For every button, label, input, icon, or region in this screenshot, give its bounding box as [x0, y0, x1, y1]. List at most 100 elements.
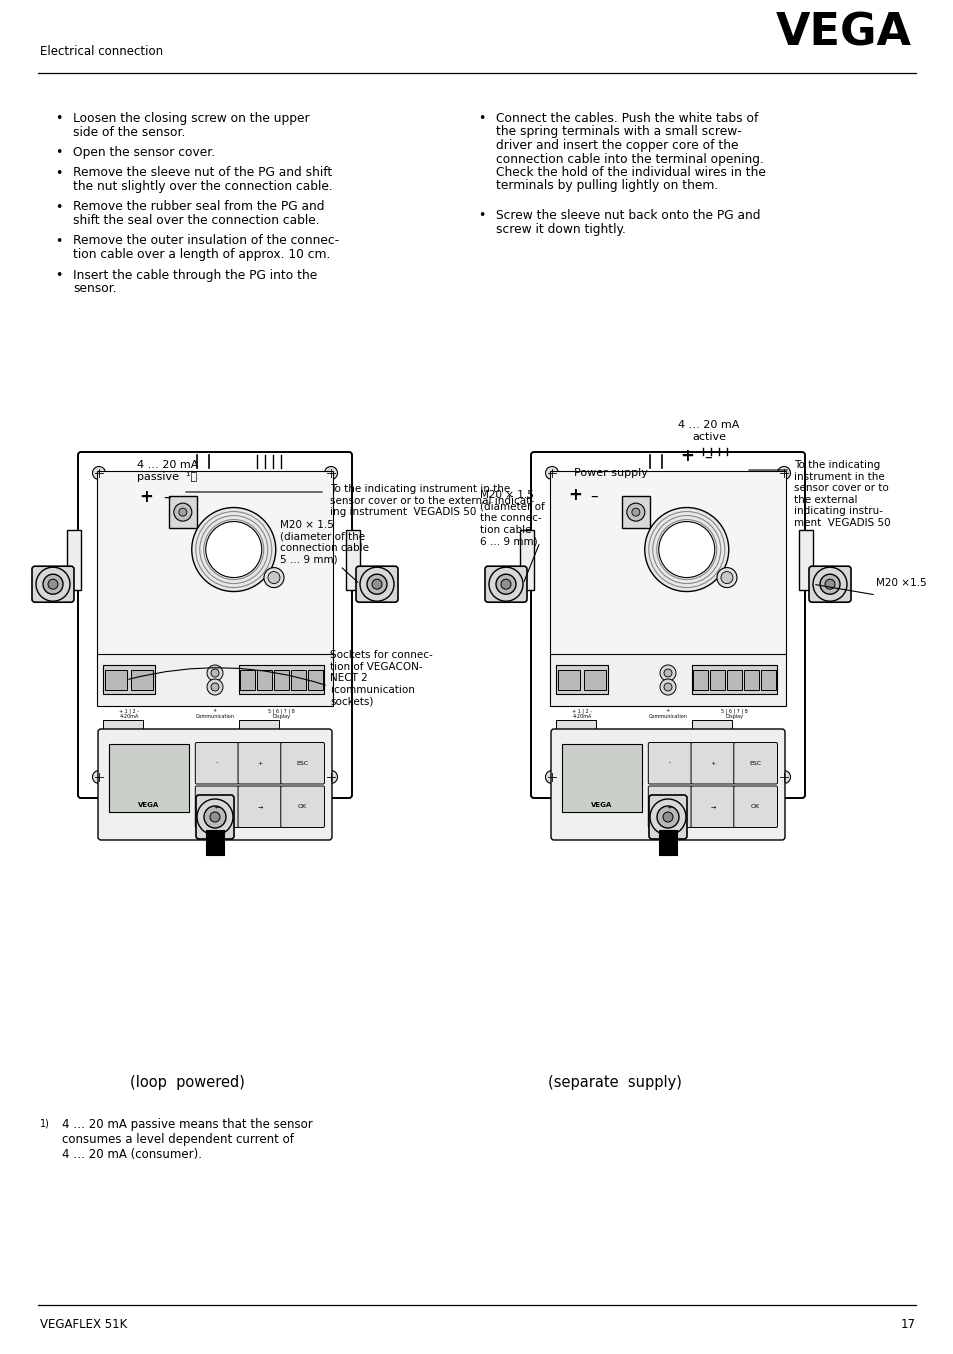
Circle shape	[777, 467, 790, 479]
Text: •: •	[55, 167, 62, 180]
Bar	[760, 670, 775, 689]
Text: 1): 1)	[40, 1118, 50, 1128]
Circle shape	[207, 678, 223, 695]
Text: Power supply: Power supply	[574, 468, 647, 478]
Bar	[103, 720, 143, 730]
FancyBboxPatch shape	[551, 728, 784, 839]
FancyBboxPatch shape	[648, 787, 691, 827]
Text: •: •	[477, 209, 485, 222]
Bar	[131, 670, 152, 689]
Text: OK: OK	[750, 804, 760, 810]
Text: Electrical connection: Electrical connection	[40, 45, 163, 58]
Circle shape	[92, 467, 106, 479]
Text: Check the hold of the individual wires in the: Check the hold of the individual wires i…	[496, 167, 765, 179]
Text: 4 … 20 mA: 4 … 20 mA	[678, 420, 739, 431]
Bar	[67, 529, 81, 590]
Circle shape	[178, 508, 187, 516]
Text: Insert the cable through the PG into the: Insert the cable through the PG into the	[73, 268, 317, 282]
Text: Screw the sleeve nut back onto the PG and: Screw the sleeve nut back onto the PG an…	[496, 209, 760, 222]
Text: Loosen the closing screw on the upper: Loosen the closing screw on the upper	[73, 112, 310, 125]
Text: •: •	[55, 268, 62, 282]
Text: (loop  powered): (loop powered)	[130, 1075, 245, 1090]
Bar	[519, 529, 534, 590]
Text: connection cable into the terminal opening.: connection cable into the terminal openi…	[496, 153, 763, 165]
FancyBboxPatch shape	[690, 787, 734, 827]
Text: (separate  supply): (separate supply)	[547, 1075, 681, 1090]
Bar	[621, 496, 649, 528]
Circle shape	[92, 770, 106, 784]
Circle shape	[720, 571, 732, 584]
Text: M20 ×1.5: M20 ×1.5	[875, 578, 925, 588]
Bar	[726, 670, 740, 689]
FancyBboxPatch shape	[355, 566, 397, 603]
Text: →: →	[710, 804, 715, 810]
Circle shape	[210, 812, 220, 822]
Circle shape	[824, 580, 834, 589]
Text: -: -	[215, 761, 218, 766]
Text: +: +	[139, 487, 152, 506]
Circle shape	[662, 812, 672, 822]
Text: To the indicating instrument in the
sensor cover or to the external indicat-
ing: To the indicating instrument in the sens…	[330, 483, 534, 517]
Text: +: +	[710, 761, 715, 766]
Text: VEGAFLEX 51K: VEGAFLEX 51K	[40, 1317, 127, 1331]
Bar	[239, 670, 254, 689]
Bar	[583, 670, 605, 689]
Text: –: –	[703, 450, 711, 464]
FancyBboxPatch shape	[280, 787, 324, 827]
Bar	[291, 670, 305, 689]
Text: To the indicating
instrument in the
sensor cover or to
the external
indicating i: To the indicating instrument in the sens…	[793, 460, 890, 528]
FancyBboxPatch shape	[808, 566, 850, 603]
FancyBboxPatch shape	[690, 742, 734, 784]
Text: -: -	[668, 761, 671, 766]
Text: ESC: ESC	[749, 761, 760, 766]
FancyBboxPatch shape	[238, 787, 281, 827]
FancyBboxPatch shape	[195, 787, 239, 827]
Text: –: –	[163, 490, 171, 505]
Bar	[709, 670, 724, 689]
Text: Remove the outer insulation of the connec-: Remove the outer insulation of the conne…	[73, 234, 338, 248]
Text: M20 × 1.5
(diameter of
the connec-
tion cable
6 … 9 mm): M20 × 1.5 (diameter of the connec- tion …	[479, 490, 544, 547]
Text: 5 | 6 | 7 | 8
Display: 5 | 6 | 7 | 8 Display	[720, 708, 746, 719]
Circle shape	[659, 678, 676, 695]
Text: 5 | 6 | 7 | 8
Display: 5 | 6 | 7 | 8 Display	[268, 708, 294, 719]
Text: Sockets for connec-
tion of VEGACON-
NECT 2
(communication
sockets): Sockets for connec- tion of VEGACON- NEC…	[330, 650, 433, 707]
Circle shape	[545, 467, 558, 479]
Circle shape	[659, 665, 676, 681]
Text: •: •	[477, 112, 485, 125]
Circle shape	[659, 521, 714, 578]
Bar	[550, 654, 785, 705]
Bar	[742, 670, 758, 689]
Text: ESC: ESC	[296, 761, 309, 766]
Bar	[169, 496, 196, 528]
Text: screw it down tightly.: screw it down tightly.	[496, 222, 625, 236]
Bar	[561, 743, 641, 812]
Circle shape	[626, 504, 644, 521]
Text: +: +	[679, 447, 693, 464]
Circle shape	[173, 504, 192, 521]
FancyBboxPatch shape	[484, 566, 526, 603]
Circle shape	[206, 521, 261, 578]
Bar	[691, 665, 776, 695]
Circle shape	[192, 508, 275, 592]
Text: +: +	[257, 761, 262, 766]
Text: the nut slightly over the connection cable.: the nut slightly over the connection cab…	[73, 180, 333, 194]
Bar	[105, 670, 127, 689]
Bar	[556, 720, 596, 730]
Bar	[256, 670, 272, 689]
Circle shape	[43, 574, 63, 594]
Circle shape	[324, 467, 337, 479]
Text: Open the sensor cover.: Open the sensor cover.	[73, 146, 214, 158]
Bar	[346, 529, 359, 590]
Circle shape	[663, 682, 671, 691]
Text: side of the sensor.: side of the sensor.	[73, 126, 185, 138]
Text: active: active	[691, 432, 725, 441]
Bar	[307, 670, 322, 689]
Text: + 1 | 2 -
4-20mA: + 1 | 2 - 4-20mA	[572, 708, 591, 719]
Text: terminals by pulling lightly on them.: terminals by pulling lightly on them.	[496, 180, 718, 192]
Circle shape	[264, 567, 284, 588]
Bar	[274, 670, 288, 689]
Circle shape	[204, 806, 226, 829]
Bar	[558, 670, 579, 689]
FancyBboxPatch shape	[531, 452, 804, 798]
Bar	[109, 743, 189, 812]
